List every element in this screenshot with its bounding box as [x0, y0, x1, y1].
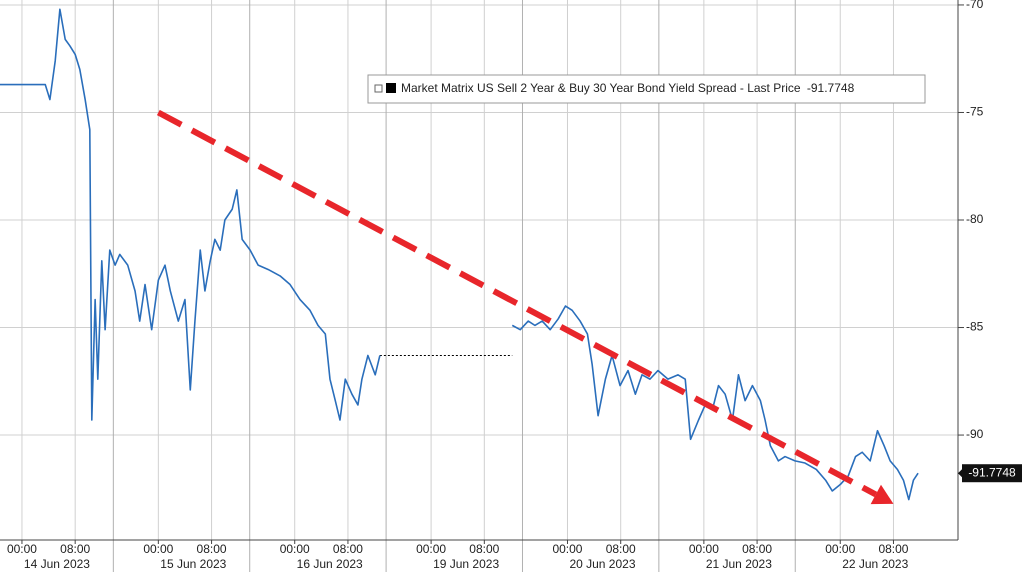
legend-box: [367, 74, 926, 104]
date-label: 14 Jun 2023: [24, 557, 90, 571]
x-tick-label: 00:00: [552, 542, 582, 556]
y-tick-label: -75: [966, 105, 984, 119]
legend-label: Market Matrix US Sell 2 Year & Buy 30 Ye…: [401, 81, 801, 95]
date-label: 21 Jun 2023: [706, 557, 772, 571]
x-tick-label: 08:00: [878, 542, 908, 556]
y-tick-label: -70: [966, 0, 984, 11]
y-tick-label: -90: [966, 427, 984, 441]
x-tick-label: 08:00: [60, 542, 90, 556]
x-tick-label: 00:00: [416, 542, 446, 556]
date-label: 16 Jun 2023: [297, 557, 363, 571]
x-tick-label: 08:00: [742, 542, 772, 556]
x-tick-label: 08:00: [469, 542, 499, 556]
plot: [0, 8, 919, 505]
x-tick-label: 00:00: [825, 542, 855, 556]
x-tick-label: 00:00: [143, 542, 173, 556]
x-tick-label: 00:00: [689, 542, 719, 556]
legend-toggle: [374, 84, 383, 93]
line-series: [0, 8, 381, 421]
legend: Market Matrix US Sell 2 Year & Buy 30 Ye…: [367, 74, 926, 104]
date-label: 15 Jun 2023: [160, 557, 226, 571]
trend-line: [156, 109, 878, 498]
last-price-label: -91.7748: [968, 465, 1016, 479]
line-series: [511, 305, 919, 501]
y-tick-label: -85: [966, 320, 984, 334]
x-tick-label: 08:00: [333, 542, 363, 556]
y-tick-label: -80: [966, 212, 984, 226]
legend-last-price: -91.7748: [807, 81, 855, 95]
date-label: 19 Jun 2023: [433, 557, 499, 571]
trend-arrowhead: [870, 484, 894, 505]
x-tick-label: 08:00: [197, 542, 227, 556]
grid: -70 -75 -80 -85 -90 00:00 08:00 00:00 08:00 00:00…: [0, 0, 984, 572]
legend-swatch: [386, 83, 396, 93]
x-tick-label: 08:00: [606, 542, 636, 556]
last-price-box: [962, 464, 1022, 483]
date-label: 20 Jun 2023: [569, 557, 635, 571]
last-price-pointer: [958, 468, 963, 479]
x-tick-label: 00:00: [280, 542, 310, 556]
x-tick-label: 00:00: [7, 542, 37, 556]
date-label: 22 Jun 2023: [842, 557, 908, 571]
